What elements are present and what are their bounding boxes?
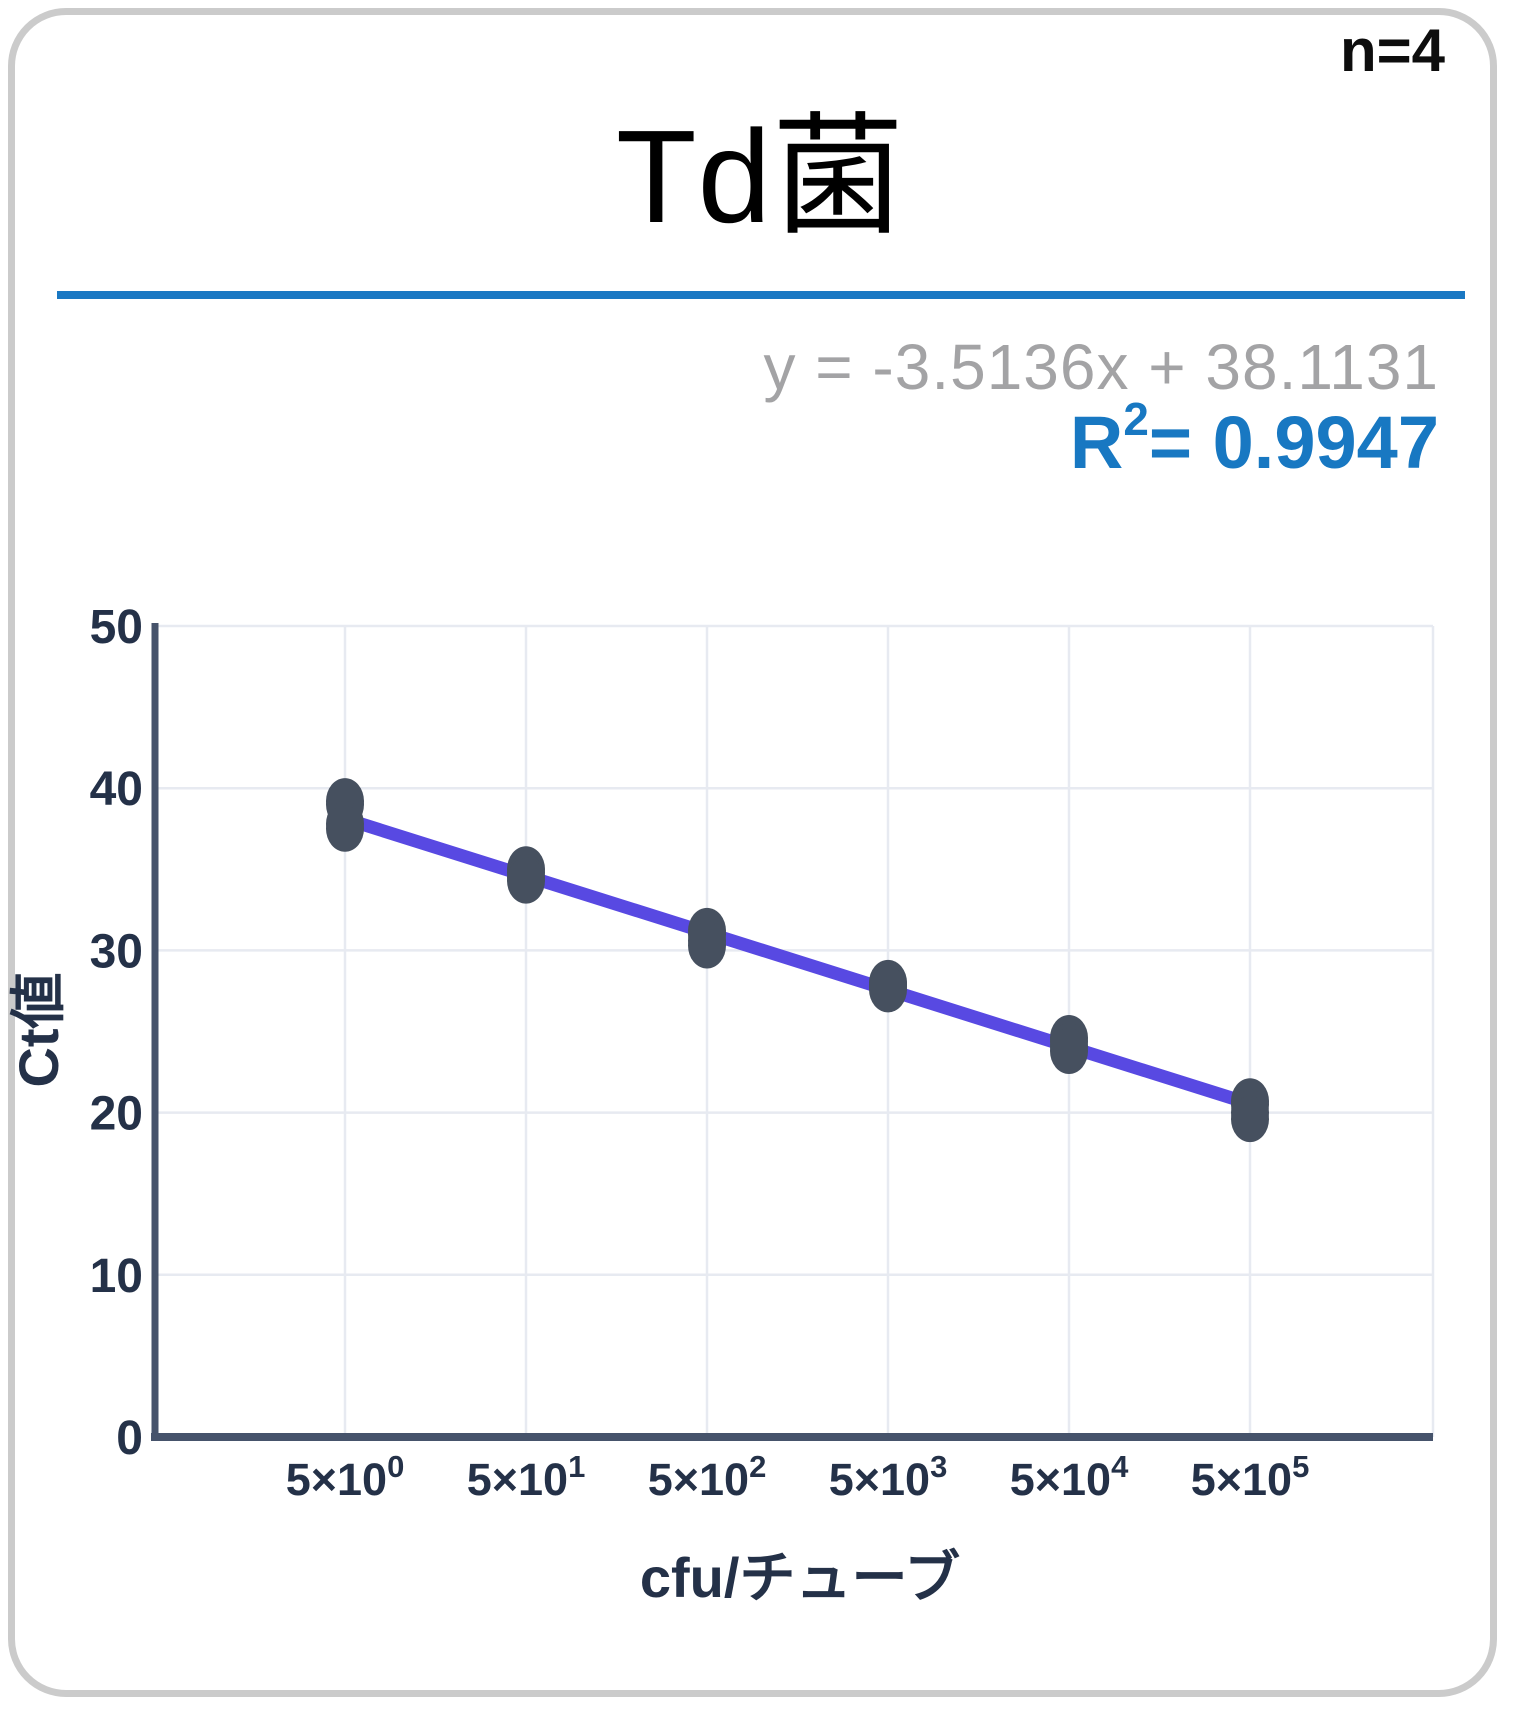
data-point [869,966,907,1013]
axes-layer [151,623,1433,1441]
y-tick-label: 30 [90,925,143,978]
x-tick-label: 5×101 [467,1449,586,1505]
y-tick-label: 20 [90,1088,143,1141]
x-tick-label: 5×102 [648,1449,767,1505]
title-divider [57,291,1465,299]
r2-superscript: 2 [1123,393,1149,446]
data-point [1231,1096,1269,1143]
x-tick-label: 5×105 [1191,1449,1310,1505]
regression-equation: y = -3.5136x + 38.1131 [763,331,1439,403]
y-tick-label: 0 [116,1412,143,1465]
data-point [1050,1027,1088,1074]
data-point [326,805,364,852]
regression-fit-line [338,812,1257,1111]
x-axis-title: cfu/チューブ [640,1546,960,1609]
fit-line-layer [338,812,1257,1111]
y-tick-label: 50 [90,601,143,654]
tick-labels-layer: 0 10 20 30 40 50 5×100 5×101 5×102 5×103 5×104 5×10… [90,601,1310,1505]
data-point [688,922,726,969]
x-tick-label: 5×100 [286,1449,405,1505]
page-title: Td菌 [615,103,906,250]
sample-size-label: n=4 [1339,17,1445,84]
y-tick-label: 40 [90,763,143,816]
data-points-layer [326,778,1269,1143]
r2-base: R [1069,401,1124,484]
y-axis-title: Ct値 [7,972,70,1087]
r-squared-value: R2= 0.9947 [1069,397,1439,485]
r2-rest: = 0.9947 [1148,401,1439,484]
x-tick-label: 5×103 [829,1449,948,1505]
grid-layer [155,624,1435,1437]
x-tick-label: 5×104 [1010,1449,1129,1505]
data-point [507,857,545,904]
y-tick-label: 10 [90,1250,143,1303]
